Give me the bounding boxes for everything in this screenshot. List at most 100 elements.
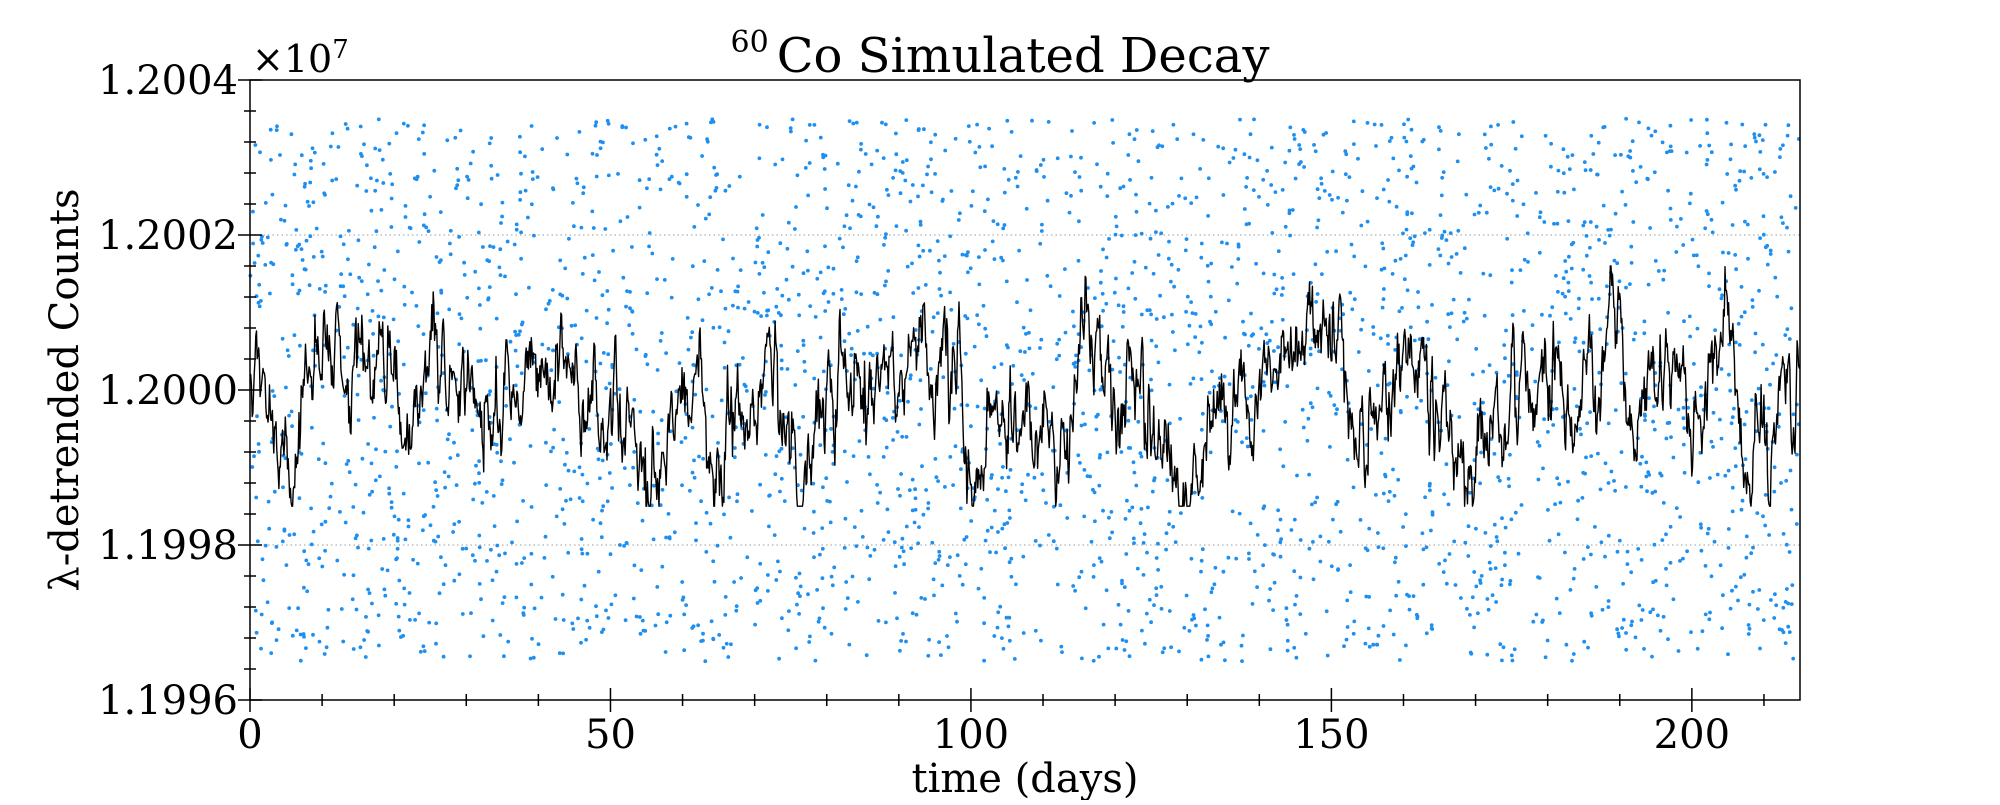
scatter-point bbox=[1005, 118, 1010, 123]
scatter-point bbox=[542, 556, 547, 560]
scatter-point bbox=[256, 253, 261, 258]
scatter-point bbox=[1752, 132, 1757, 137]
scatter-point bbox=[802, 359, 807, 364]
scatter-point bbox=[1767, 533, 1771, 537]
scatter-point bbox=[1696, 480, 1701, 485]
scatter-point bbox=[1459, 596, 1463, 600]
scatter-point bbox=[854, 544, 859, 548]
scatter-point bbox=[1219, 642, 1223, 647]
scatter-point bbox=[798, 584, 803, 589]
scatter-point bbox=[1726, 652, 1730, 657]
scatter-point bbox=[376, 279, 380, 283]
scatter-point bbox=[1064, 191, 1069, 196]
scatter-point bbox=[1408, 154, 1413, 159]
scatter-point bbox=[1629, 244, 1634, 249]
scatter-point bbox=[1287, 211, 1292, 216]
scatter-point bbox=[859, 147, 863, 152]
scatter-point bbox=[1033, 406, 1038, 411]
scatter-point bbox=[1562, 190, 1567, 195]
scatter-point bbox=[1058, 503, 1063, 508]
scatter-point bbox=[381, 315, 386, 320]
scatter-point bbox=[981, 303, 986, 308]
scatter-point bbox=[933, 457, 938, 461]
scatter-point bbox=[654, 134, 659, 139]
scatter-point bbox=[411, 557, 415, 562]
scatter-point bbox=[704, 387, 709, 392]
scatter-point bbox=[712, 165, 717, 170]
scatter-point bbox=[1324, 609, 1329, 614]
scatter-point bbox=[664, 535, 668, 540]
scatter-point bbox=[513, 383, 518, 388]
scatter-point bbox=[795, 349, 800, 353]
scatter-point bbox=[302, 549, 307, 554]
scatter-point bbox=[1561, 147, 1566, 152]
scatter-point bbox=[949, 307, 954, 312]
scatter-point bbox=[1545, 638, 1550, 643]
scatter-point bbox=[723, 595, 728, 599]
scatter-point bbox=[351, 505, 356, 509]
scatter-point bbox=[342, 572, 346, 577]
scatter-point bbox=[1779, 481, 1783, 485]
scatter-point bbox=[1381, 624, 1386, 628]
scatter-point bbox=[862, 351, 866, 356]
scatter-point bbox=[1728, 388, 1733, 393]
scatter-point bbox=[1571, 240, 1576, 245]
scatter-point bbox=[327, 506, 332, 511]
scatter-point bbox=[579, 537, 584, 541]
scatter-point bbox=[1781, 605, 1786, 610]
scatter-point bbox=[341, 242, 346, 247]
scatter-point bbox=[1530, 323, 1535, 327]
scatter-point bbox=[1032, 475, 1037, 480]
scatter-point bbox=[1048, 284, 1053, 289]
scatter-point bbox=[1247, 557, 1251, 561]
scatter-point bbox=[1077, 175, 1082, 179]
scatter-point bbox=[937, 554, 942, 558]
scatter-point bbox=[598, 146, 603, 151]
scatter-point bbox=[1631, 169, 1635, 173]
scatter-point bbox=[1371, 325, 1376, 329]
scatter-point bbox=[1458, 271, 1463, 275]
scatter-point bbox=[504, 404, 508, 408]
scatter-point bbox=[1660, 140, 1665, 145]
scatter-point bbox=[1761, 172, 1766, 176]
scatter-point bbox=[1781, 630, 1786, 635]
scatter-point bbox=[990, 473, 994, 477]
scatter-point bbox=[369, 208, 374, 213]
scatter-point bbox=[1744, 410, 1749, 414]
scatter-point bbox=[1591, 152, 1596, 156]
scatter-point bbox=[994, 550, 998, 555]
scatter-point bbox=[1063, 267, 1067, 271]
scatter-point bbox=[991, 219, 996, 224]
scatter-point bbox=[874, 224, 879, 229]
scatter-point bbox=[1328, 394, 1333, 398]
scatter-point bbox=[610, 486, 614, 490]
scatter-point bbox=[1665, 421, 1670, 425]
scatter-point bbox=[1768, 382, 1772, 387]
scatter-point bbox=[1564, 642, 1569, 647]
scatter-point bbox=[1134, 483, 1139, 488]
scatter-point bbox=[323, 290, 327, 294]
scatter-point bbox=[1000, 475, 1004, 480]
scatter-point bbox=[790, 264, 795, 269]
scatter-point bbox=[371, 353, 376, 358]
scatter-point bbox=[389, 196, 394, 201]
scatter-point bbox=[1109, 510, 1114, 514]
scatter-point bbox=[689, 335, 693, 340]
scatter-point bbox=[886, 269, 891, 273]
scatter-point bbox=[1002, 223, 1007, 227]
scatter-point bbox=[882, 243, 886, 247]
scatter-point bbox=[988, 550, 992, 554]
scatter-point bbox=[1705, 212, 1710, 217]
scatter-point bbox=[598, 476, 602, 481]
scatter-point bbox=[676, 180, 681, 185]
scatter-point bbox=[701, 638, 705, 643]
scatter-point bbox=[1619, 450, 1624, 454]
scatter-point bbox=[1104, 588, 1109, 593]
scatter-point bbox=[549, 449, 553, 454]
scatter-point bbox=[777, 656, 781, 661]
scatter-point bbox=[1302, 165, 1306, 169]
scatter-point bbox=[581, 191, 586, 196]
scatter-point bbox=[656, 441, 660, 446]
scatter-point bbox=[1733, 464, 1738, 469]
scatter-point bbox=[1244, 222, 1249, 227]
